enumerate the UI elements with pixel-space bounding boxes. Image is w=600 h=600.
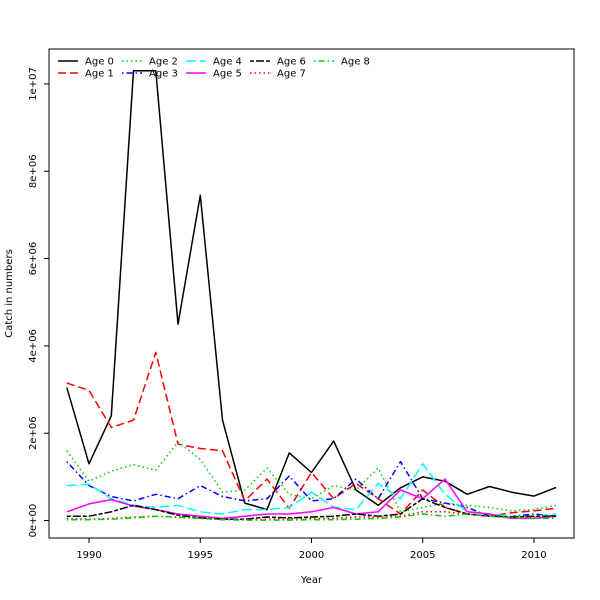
x-tick-label: 1990 (76, 550, 101, 561)
legend-label: Age 5 (213, 69, 242, 80)
x-axis: 1990 1995 2000 2005 2010 (76, 538, 547, 561)
y-axis-label: Catch in numbers (4, 249, 15, 338)
legend-label: Age 3 (149, 69, 178, 80)
legend-label: Age 8 (341, 57, 370, 68)
series-line-age-6 (66, 497, 557, 520)
x-tick-label: 2005 (410, 550, 435, 561)
legend-label: Age 0 (85, 57, 114, 68)
legend-label: Age 6 (277, 57, 306, 68)
x-tick-label: 2000 (299, 550, 324, 561)
y-tick-label: 8e+06 (28, 154, 39, 188)
legend-label: Age 4 (213, 57, 242, 68)
series-layer (66, 70, 557, 521)
legend-label: Age 2 (149, 57, 178, 68)
series-line-age-8 (66, 513, 557, 521)
series-line-age-0 (66, 70, 557, 511)
y-axis: 0e+00 2e+06 4e+06 6e+06 8e+06 1e+07 (28, 67, 49, 537)
plot-box (48, 48, 575, 539)
y-tick-label: 4e+06 (28, 329, 39, 363)
legend-label: Age 7 (277, 69, 306, 80)
series-line-age-3 (66, 460, 557, 517)
series-line-age-2 (66, 441, 557, 513)
y-tick-label: 0e+00 (28, 504, 39, 538)
x-tick-label: 2010 (521, 550, 546, 561)
y-tick-label: 1e+07 (28, 67, 39, 101)
y-tick-label: 6e+06 (28, 242, 39, 276)
x-tick-label: 1995 (188, 550, 213, 561)
x-axis-label: Year (300, 575, 323, 586)
legend-label: Age 1 (85, 69, 114, 80)
y-tick-label: 2e+06 (28, 416, 39, 450)
